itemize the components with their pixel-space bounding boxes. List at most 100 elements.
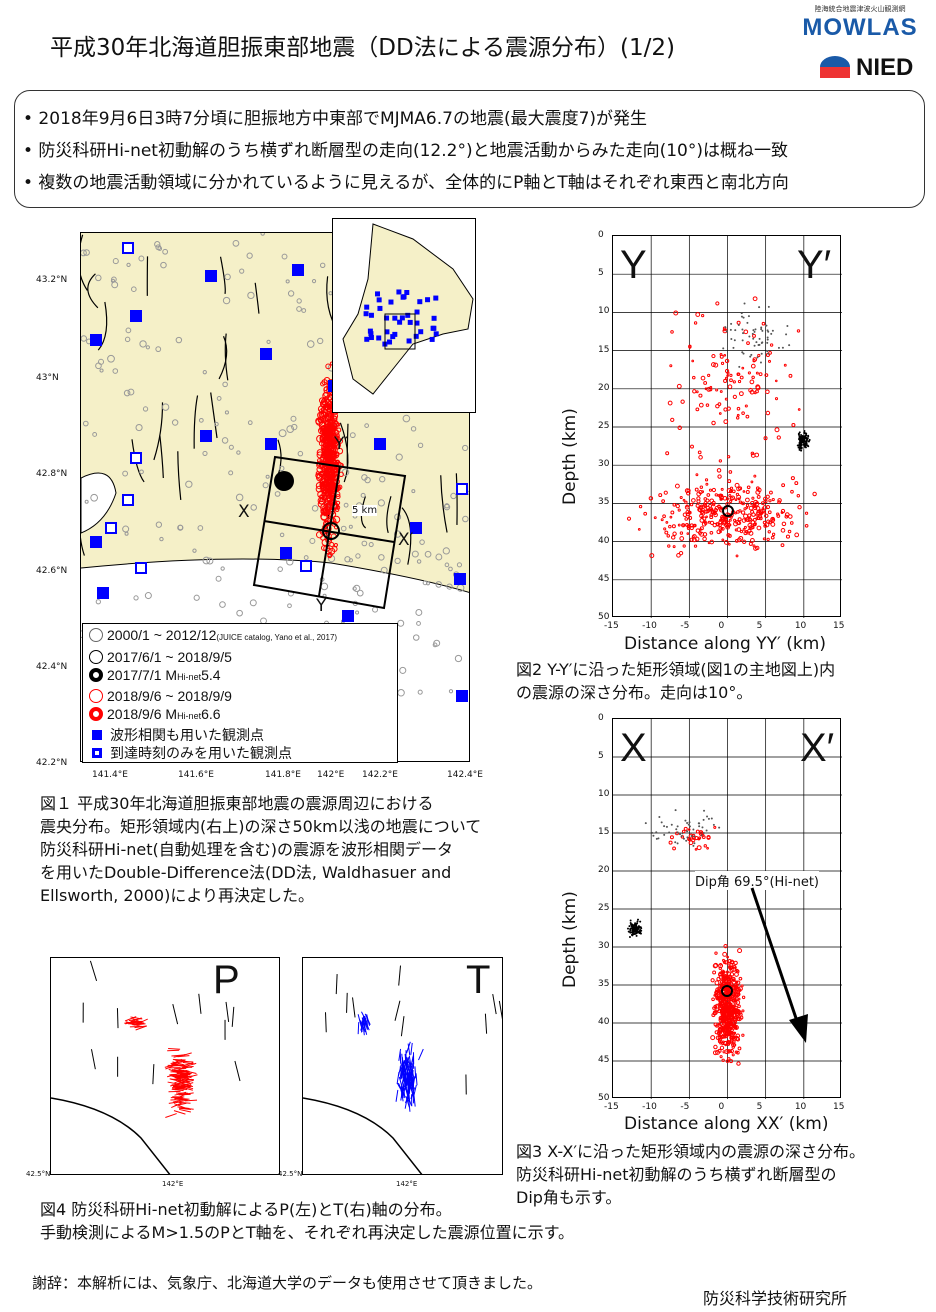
hypocenter [784, 512, 790, 517]
hypocenter [670, 535, 676, 540]
hypocenter [762, 537, 766, 541]
seismicity-old [343, 502, 349, 508]
lon-tick: 141.6°E [178, 770, 214, 780]
station-icon [200, 430, 212, 442]
depth-tick: 45 [598, 1055, 610, 1065]
seismicity-old [348, 558, 353, 563]
seismicity-old [446, 583, 453, 590]
seismicity-old [83, 249, 90, 256]
distance-tick: 15 [833, 1102, 845, 1112]
seismicity-old [364, 423, 370, 428]
seismicity-old [402, 414, 411, 423]
hypocenter [718, 459, 722, 463]
hypocenter [672, 545, 676, 549]
hypocenter-other [724, 326, 727, 329]
hypocenter [686, 488, 691, 493]
hypocenter-other [655, 837, 658, 840]
hypocenter [672, 846, 676, 851]
seismicity-old [309, 537, 316, 544]
seismicity-old [214, 421, 219, 427]
hypocenter [709, 520, 715, 525]
hypocenter [726, 520, 730, 525]
hypocenter [762, 520, 767, 525]
hypocenter [750, 363, 756, 369]
seismicity-old [450, 492, 457, 500]
hypocenter [706, 493, 711, 497]
station-icon [414, 309, 420, 315]
hypocenter-other [698, 825, 701, 828]
seismicity-old [155, 346, 162, 353]
stress-axis [404, 1096, 408, 1109]
hypocenter [714, 493, 718, 497]
hypocenter-other [690, 834, 693, 837]
hypocenter [696, 845, 702, 851]
hypocenter [735, 980, 739, 984]
inset-canvas [342, 223, 474, 395]
hypocenter [711, 487, 717, 493]
hypocenter-other [680, 835, 683, 838]
seismicity-old [81, 335, 88, 342]
p-lat-tick: 42.5°N [26, 1170, 51, 1178]
stress-axis [172, 1058, 185, 1062]
hypocenter [769, 343, 774, 347]
hypocenter [745, 414, 750, 419]
hypocenter [718, 1021, 724, 1027]
depth-tick: 5 [598, 751, 604, 761]
hypocenter [737, 997, 741, 1001]
hypocenter-other [760, 326, 763, 329]
hypocenter-other [798, 444, 801, 447]
stress-axis [402, 1068, 407, 1081]
hypocenter [691, 498, 696, 503]
seismicity-old [394, 557, 401, 565]
hypocenter [724, 397, 728, 401]
seismicity-old [278, 465, 285, 472]
hypocenter-other [685, 839, 688, 842]
station-icon [400, 294, 406, 300]
hypocenter-other [626, 927, 629, 930]
seismicity-old [202, 450, 208, 457]
stress-axis [410, 1042, 413, 1055]
seismicity-old [416, 621, 421, 626]
hypocenter-other [742, 332, 745, 335]
seismicity-old [161, 403, 170, 411]
stress-axis [164, 1063, 177, 1068]
station-icon [367, 328, 373, 334]
depth-tick: 15 [598, 827, 610, 837]
hypocenter-other [807, 440, 810, 443]
hypocenter [745, 503, 750, 508]
hypocenter [771, 517, 775, 521]
hypocenter-other [658, 816, 661, 819]
hypocenter [736, 413, 740, 417]
hypocenter [697, 450, 702, 455]
stress-axis [401, 1063, 405, 1076]
lon-tick: 142.2°E [362, 770, 398, 780]
hypocenter [729, 486, 734, 490]
station-icon [429, 336, 435, 342]
fault-line [400, 1016, 405, 1037]
seismicity-old [125, 327, 132, 334]
hypocenter [726, 374, 729, 377]
stress-axis [357, 1022, 360, 1035]
hypocenter [702, 516, 707, 521]
hypocenter [753, 546, 758, 551]
seismicity-old [291, 423, 298, 431]
hypocenter-other [676, 831, 679, 834]
hypocenter [729, 1049, 733, 1053]
seismicity-old [349, 432, 356, 439]
hypocenter-other [754, 328, 757, 331]
seismicity-old [377, 499, 385, 507]
hypocenter [768, 499, 772, 503]
hypocenter [743, 329, 749, 335]
seismicity-old [122, 525, 130, 533]
hypocenter [755, 389, 759, 394]
aftershock [333, 441, 341, 449]
stress-axis [404, 1054, 411, 1066]
fig2-caption: 図2 Y-Y′に沿った矩形領域(図1の主地図上)内 の震源の深さ分布。走向は10°… [516, 660, 836, 702]
hypocenter-other [765, 324, 768, 327]
station-icon [377, 305, 383, 311]
hypocenter [677, 508, 681, 512]
hypocenter [738, 509, 742, 513]
hypocenter [733, 1010, 737, 1014]
hypocenter [766, 537, 770, 542]
hypocenter-other [633, 927, 636, 930]
